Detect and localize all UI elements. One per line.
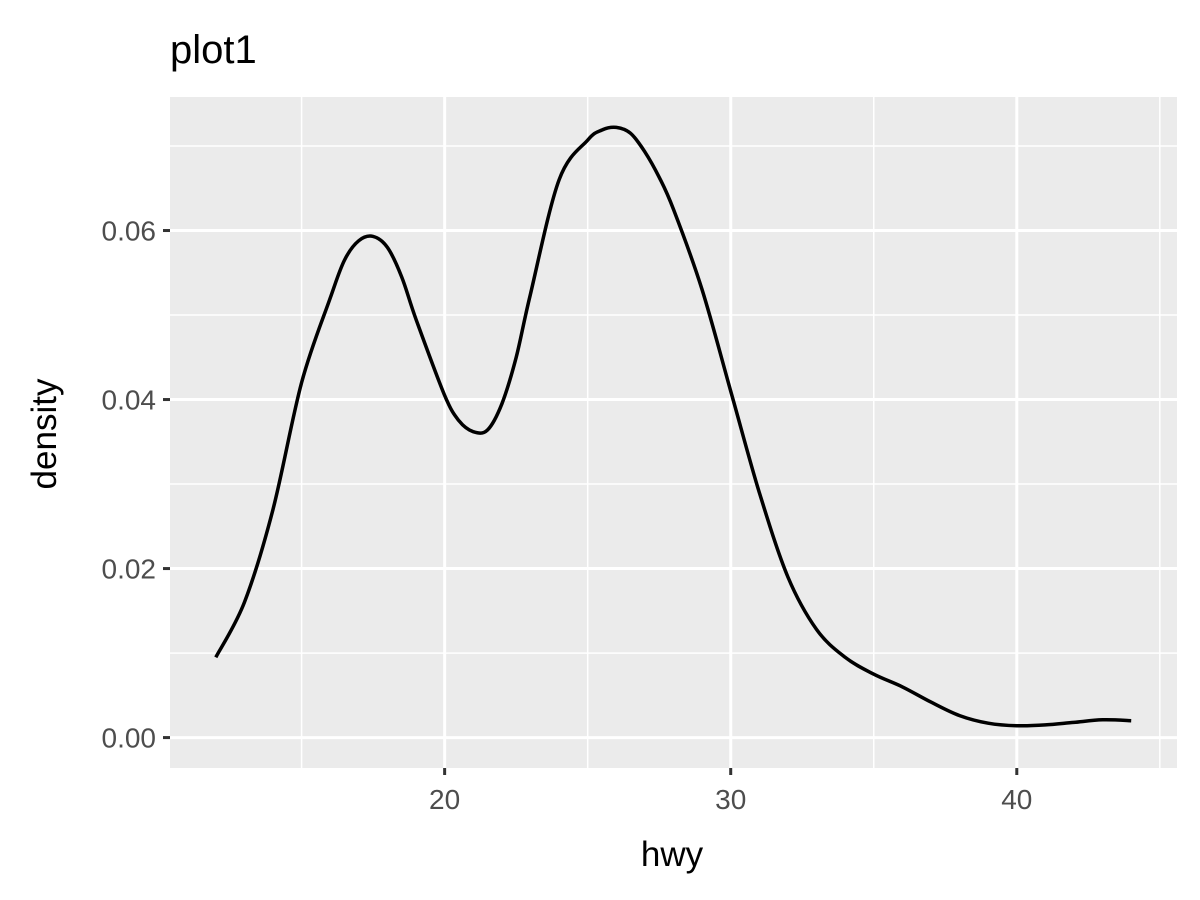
minor-gridlines xyxy=(170,97,1177,768)
y-tick-label: 0.00 xyxy=(102,723,157,754)
density-curve xyxy=(214,125,1132,728)
chart-title: plot1 xyxy=(170,28,257,72)
x-tick-label: 30 xyxy=(715,784,746,815)
x-tick-label: 20 xyxy=(429,784,460,815)
major-gridlines xyxy=(170,97,1177,768)
x-axis-title: hwy xyxy=(641,835,704,874)
y-axis-title: density xyxy=(25,378,64,489)
y-tick-label: 0.04 xyxy=(102,385,157,416)
plot-panel xyxy=(170,97,1177,768)
y-tick-label: 0.02 xyxy=(102,554,157,585)
axis-ticks xyxy=(163,229,1019,775)
y-tick-label: 0.06 xyxy=(102,216,157,247)
tick-labels: 20 30 40 0.00 0.02 0.04 0.06 xyxy=(102,216,1033,815)
x-tick-label: 40 xyxy=(1001,784,1032,815)
